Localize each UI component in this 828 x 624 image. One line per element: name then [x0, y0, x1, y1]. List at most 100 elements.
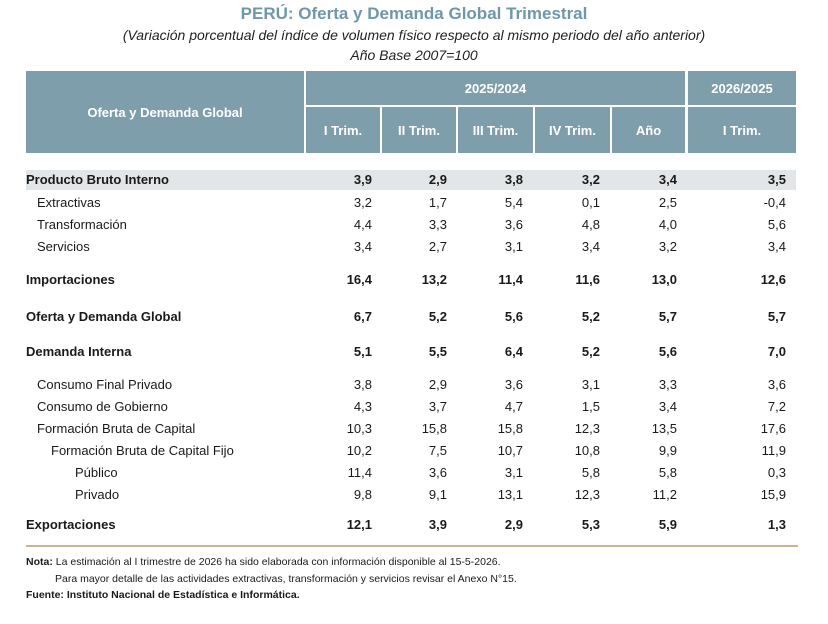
column-header: I Trim.	[688, 107, 796, 153]
cell-value: 3,1	[581, 377, 600, 392]
cell-value: 3,5	[767, 172, 786, 187]
row-label: Público	[75, 465, 118, 480]
cell-value: 5,7	[658, 309, 677, 324]
cell-value: 3,4	[658, 172, 677, 187]
cell-value: 12,1	[346, 517, 372, 532]
cell-value: 3,7	[428, 399, 447, 414]
cell-value: 15,9	[760, 487, 786, 502]
header-group-2025-2024: 2025/2024	[306, 71, 685, 105]
table-row: Formación Bruta de Capital 10,3 15,8 15,8 12…	[26, 419, 796, 439]
cell-value: 10,3	[346, 421, 372, 436]
row-label: Consumo Final Privado	[37, 377, 173, 392]
row-label: Importaciones	[26, 272, 115, 287]
base-year: Año Base 2007=100	[350, 47, 478, 63]
row-label: Oferta y Demanda Global	[26, 309, 182, 324]
cell-value: 3,6	[504, 377, 523, 392]
cell-value: 5,9	[658, 517, 677, 532]
cell-value: 6,7	[353, 309, 372, 324]
row-label: Producto Bruto Interno	[26, 172, 169, 187]
cell-value: 11,4	[498, 272, 523, 287]
cell-value: 5,6	[658, 344, 677, 359]
cell-value: 5,2	[581, 344, 600, 359]
cell-value: 5,8	[581, 465, 600, 480]
column-header: I Trim.	[306, 107, 380, 153]
cell-value: 5,6	[504, 309, 523, 324]
cell-value: 3,6	[767, 377, 786, 392]
cell-value: 13,1	[497, 487, 523, 502]
cell-value: 9,1	[428, 487, 447, 502]
page-subtitle: (Variación porcentual del índice de volu…	[122, 27, 706, 43]
cell-value: 2,9	[428, 172, 447, 187]
cell-value: 16,4	[346, 272, 372, 287]
divider	[26, 545, 798, 547]
cell-value: 3,2	[581, 172, 600, 187]
cell-value: 3,6	[504, 217, 523, 232]
row-label: Privado	[75, 487, 120, 502]
table-row: Formación Bruta de Capital Fijo 10,2 7,5 10…	[26, 441, 796, 461]
cell-value: 5,3	[581, 517, 600, 532]
cell-value: 5,8	[658, 465, 677, 480]
row-label: Formación Bruta de Capital	[37, 421, 196, 436]
page-title: PERÚ: Oferta y Demanda Global Trimestral	[240, 4, 588, 23]
cell-value: 7,2	[767, 399, 786, 414]
cell-value: 2,9	[504, 517, 523, 532]
header-main: Oferta y Demanda Global	[26, 71, 304, 153]
cell-value: 5,5	[428, 344, 447, 359]
column-header: III Trim.	[458, 107, 533, 153]
cell-value: 3,2	[353, 195, 372, 210]
cell-value: 5,7	[767, 309, 786, 324]
cell-value: 1,5	[581, 399, 600, 414]
cell-value: 13,0	[651, 272, 677, 287]
cell-value: 1,3	[767, 517, 786, 532]
row-label: Formación Bruta de Capital Fijo	[51, 443, 234, 458]
cell-value: 4,7	[504, 399, 523, 414]
note-text: La estimación al I trimestre de 2026 ha …	[55, 556, 501, 568]
table-row: Transformación 4,4 3,3 3,6 4,8 4,0 5,6	[26, 215, 796, 235]
note-line: Nota: La estimación al I trimestre de 20…	[26, 556, 501, 568]
cell-value: 3,4	[581, 239, 600, 254]
cell-value: 6,4	[504, 344, 523, 359]
cell-value: 4,4	[353, 217, 372, 232]
cell-value: 3,3	[428, 217, 447, 232]
cell-value: 5,6	[767, 217, 786, 232]
table-row: Exportaciones 12,1 3,9 2,9 5,3 5,9 1,3	[26, 515, 796, 535]
cell-value: 10,7	[497, 443, 523, 458]
table-row: Importaciones 16,4 13,2 11,4 11,6 13,0 12,6	[26, 270, 796, 290]
cell-value: 7,5	[428, 443, 447, 458]
cell-value: 17,6	[760, 421, 786, 436]
table-row: Servicios 3,4 2,7 3,1 3,4 3,2 3,4	[26, 237, 796, 257]
cell-value: 11,2	[652, 487, 677, 502]
cell-value: 2,9	[428, 377, 447, 392]
note-text-2: Para mayor detalle de las actividades ex…	[55, 573, 517, 585]
cell-value: 5,4	[504, 195, 523, 210]
row-label: Consumo de Gobierno	[37, 399, 168, 414]
table-row: Extractivas 3,2 1,7 5,4 0,1 2,5 -0,4	[26, 193, 796, 213]
cell-value: 3,9	[428, 517, 447, 532]
cell-value: 3,1	[504, 239, 523, 254]
source-note: Fuente: Instituto Nacional de Estadístic…	[26, 589, 300, 601]
cell-value: 4,3	[353, 399, 372, 414]
note-label: Nota:	[26, 556, 53, 568]
cell-value: 5,2	[581, 309, 600, 324]
cell-value: 4,8	[581, 217, 600, 232]
cell-value: 3,8	[504, 172, 523, 187]
cell-value: 3,4	[658, 399, 677, 414]
cell-value: 1,7	[428, 195, 447, 210]
cell-value: 3,4	[353, 239, 372, 254]
cell-value: 15,8	[497, 421, 523, 436]
cell-value: 3,6	[428, 465, 447, 480]
cell-value: 2,5	[658, 195, 677, 210]
table-row: Privado 9,8 9,1 13,1 12,3 11,2 15,9	[26, 485, 796, 505]
cell-value: 10,2	[346, 443, 372, 458]
column-header: Año	[612, 107, 685, 153]
cell-value: 0,1	[581, 195, 600, 210]
cell-value: 5,1	[353, 344, 372, 359]
cell-value: 11,9	[761, 443, 786, 458]
cell-value: 12,6	[760, 272, 786, 287]
cell-value: 3,3	[658, 377, 677, 392]
table-row: Público 11,4 3,6 3,1 5,8 5,8 0,3	[26, 463, 796, 483]
cell-value: 11,4	[347, 465, 372, 480]
row-label: Extractivas	[37, 195, 101, 210]
row-label: Servicios	[37, 239, 90, 254]
cell-value: 10,8	[574, 443, 600, 458]
